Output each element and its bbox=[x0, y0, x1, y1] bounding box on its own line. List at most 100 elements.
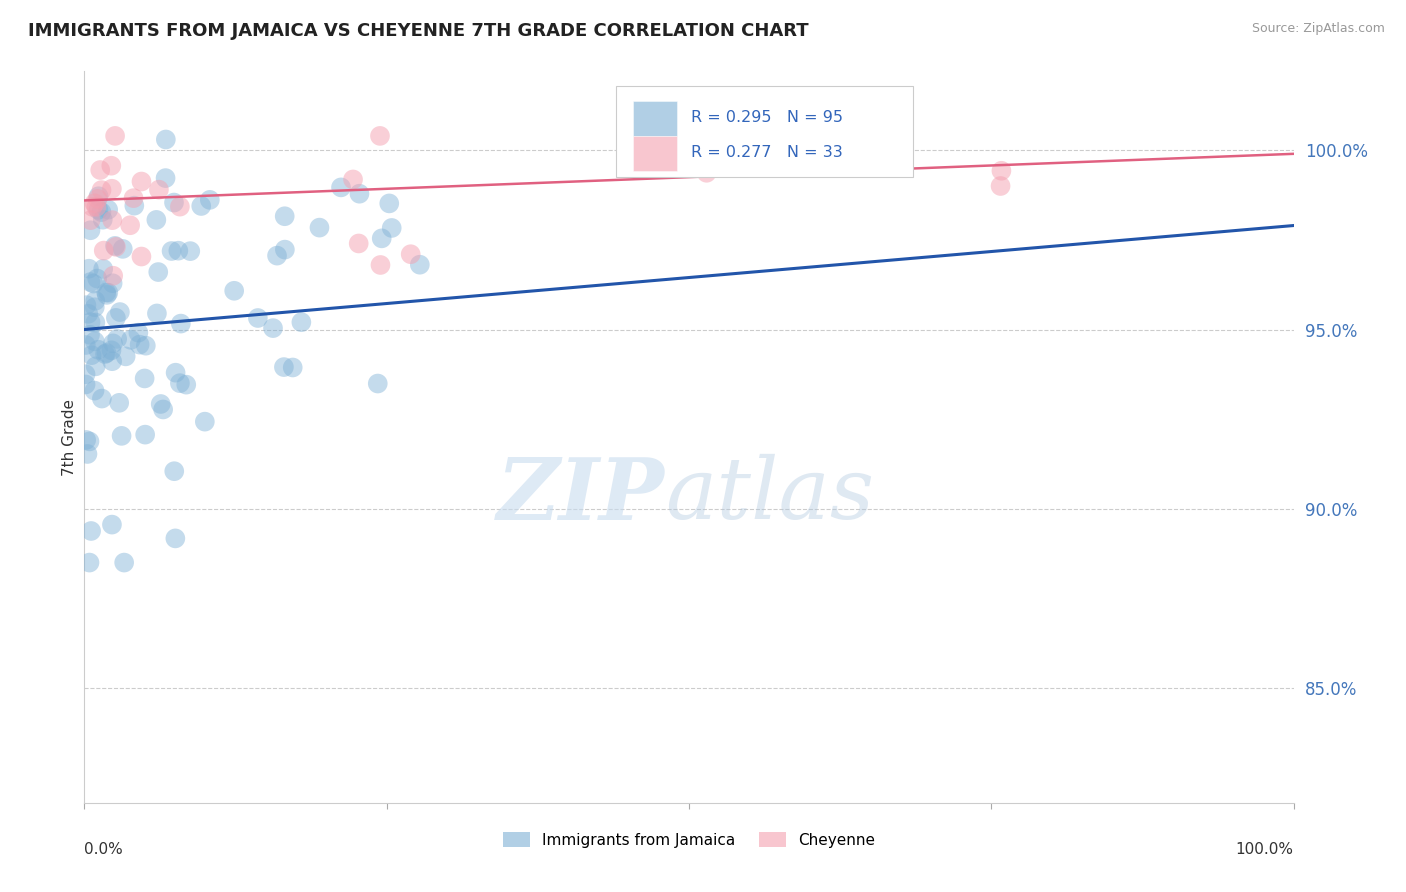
Point bbox=[163, 195, 186, 210]
Point bbox=[378, 196, 401, 211]
Point bbox=[79, 315, 101, 329]
Point bbox=[87, 189, 110, 203]
Point bbox=[163, 464, 186, 478]
Point bbox=[100, 343, 122, 358]
Point bbox=[96, 346, 118, 360]
Point bbox=[281, 360, 304, 375]
Point bbox=[696, 166, 718, 180]
Point bbox=[89, 163, 111, 178]
Point bbox=[273, 209, 295, 223]
Text: 0.0%: 0.0% bbox=[84, 842, 124, 856]
Point bbox=[169, 200, 191, 214]
FancyBboxPatch shape bbox=[633, 101, 676, 136]
Text: Source: ZipAtlas.com: Source: ZipAtlas.com bbox=[1251, 22, 1385, 36]
Point bbox=[87, 202, 110, 217]
Point bbox=[887, 159, 910, 173]
Point bbox=[155, 171, 177, 186]
Point bbox=[134, 427, 156, 442]
Point bbox=[160, 244, 183, 258]
Point bbox=[90, 183, 112, 197]
Point bbox=[190, 199, 212, 213]
Point bbox=[262, 321, 284, 335]
Point bbox=[86, 200, 108, 214]
Point bbox=[368, 128, 391, 143]
Text: R = 0.295   N = 95: R = 0.295 N = 95 bbox=[692, 110, 844, 125]
Point bbox=[146, 306, 169, 320]
Point bbox=[990, 163, 1012, 178]
Point bbox=[97, 285, 120, 300]
Point bbox=[76, 447, 98, 461]
Point bbox=[370, 231, 392, 245]
Point bbox=[290, 315, 312, 329]
Point bbox=[96, 285, 118, 300]
Point bbox=[80, 524, 103, 538]
Point bbox=[274, 243, 297, 257]
Point bbox=[127, 326, 149, 340]
Point bbox=[93, 244, 115, 258]
Point bbox=[165, 366, 187, 380]
Point bbox=[94, 347, 117, 361]
Point bbox=[120, 333, 142, 347]
Point bbox=[104, 240, 127, 254]
Point bbox=[104, 310, 127, 325]
FancyBboxPatch shape bbox=[616, 86, 912, 178]
Point bbox=[75, 338, 97, 352]
Point bbox=[101, 354, 124, 368]
Point bbox=[124, 199, 146, 213]
Point bbox=[91, 261, 114, 276]
Point bbox=[80, 348, 103, 362]
Point bbox=[169, 376, 191, 391]
Point bbox=[165, 532, 187, 546]
Legend: Immigrants from Jamaica, Cheyenne: Immigrants from Jamaica, Cheyenne bbox=[496, 825, 882, 854]
Text: IMMIGRANTS FROM JAMAICA VS CHEYENNE 7TH GRADE CORRELATION CHART: IMMIGRANTS FROM JAMAICA VS CHEYENNE 7TH … bbox=[28, 22, 808, 40]
Text: ZIP: ZIP bbox=[496, 454, 665, 537]
Point bbox=[82, 200, 104, 214]
Point bbox=[103, 268, 125, 283]
Point bbox=[84, 316, 107, 330]
Point bbox=[148, 265, 170, 279]
Point bbox=[370, 258, 392, 272]
Point bbox=[75, 298, 97, 312]
FancyBboxPatch shape bbox=[633, 136, 676, 171]
Point bbox=[79, 434, 101, 449]
Point bbox=[672, 135, 695, 149]
Point bbox=[112, 556, 135, 570]
Point bbox=[689, 144, 711, 158]
Point bbox=[83, 334, 105, 349]
Point bbox=[122, 191, 145, 205]
Point bbox=[990, 179, 1012, 194]
Text: 100.0%: 100.0% bbox=[1236, 842, 1294, 856]
Point bbox=[83, 196, 105, 211]
Point bbox=[77, 261, 100, 276]
Point bbox=[101, 182, 124, 196]
Point bbox=[148, 183, 170, 197]
Point bbox=[79, 556, 101, 570]
Point bbox=[108, 305, 131, 319]
Point bbox=[149, 397, 172, 411]
Point bbox=[77, 307, 100, 321]
Point bbox=[135, 339, 157, 353]
Point bbox=[79, 327, 101, 342]
Point bbox=[96, 288, 118, 302]
Point bbox=[105, 332, 128, 346]
Point bbox=[342, 172, 364, 186]
Point bbox=[82, 277, 104, 291]
Y-axis label: 7th Grade: 7th Grade bbox=[62, 399, 77, 475]
Point bbox=[170, 317, 193, 331]
Point bbox=[246, 311, 269, 326]
Point bbox=[101, 213, 124, 227]
Point bbox=[145, 213, 167, 227]
Point bbox=[381, 221, 404, 235]
Point bbox=[167, 244, 190, 258]
Point bbox=[97, 202, 120, 217]
Point bbox=[367, 376, 389, 391]
Point bbox=[409, 258, 432, 272]
Point bbox=[330, 180, 353, 194]
Point bbox=[79, 275, 101, 289]
Point bbox=[75, 368, 97, 382]
Point bbox=[86, 192, 108, 206]
Point bbox=[87, 343, 110, 357]
Point bbox=[704, 128, 727, 143]
Point bbox=[349, 186, 371, 201]
Point bbox=[111, 242, 134, 256]
